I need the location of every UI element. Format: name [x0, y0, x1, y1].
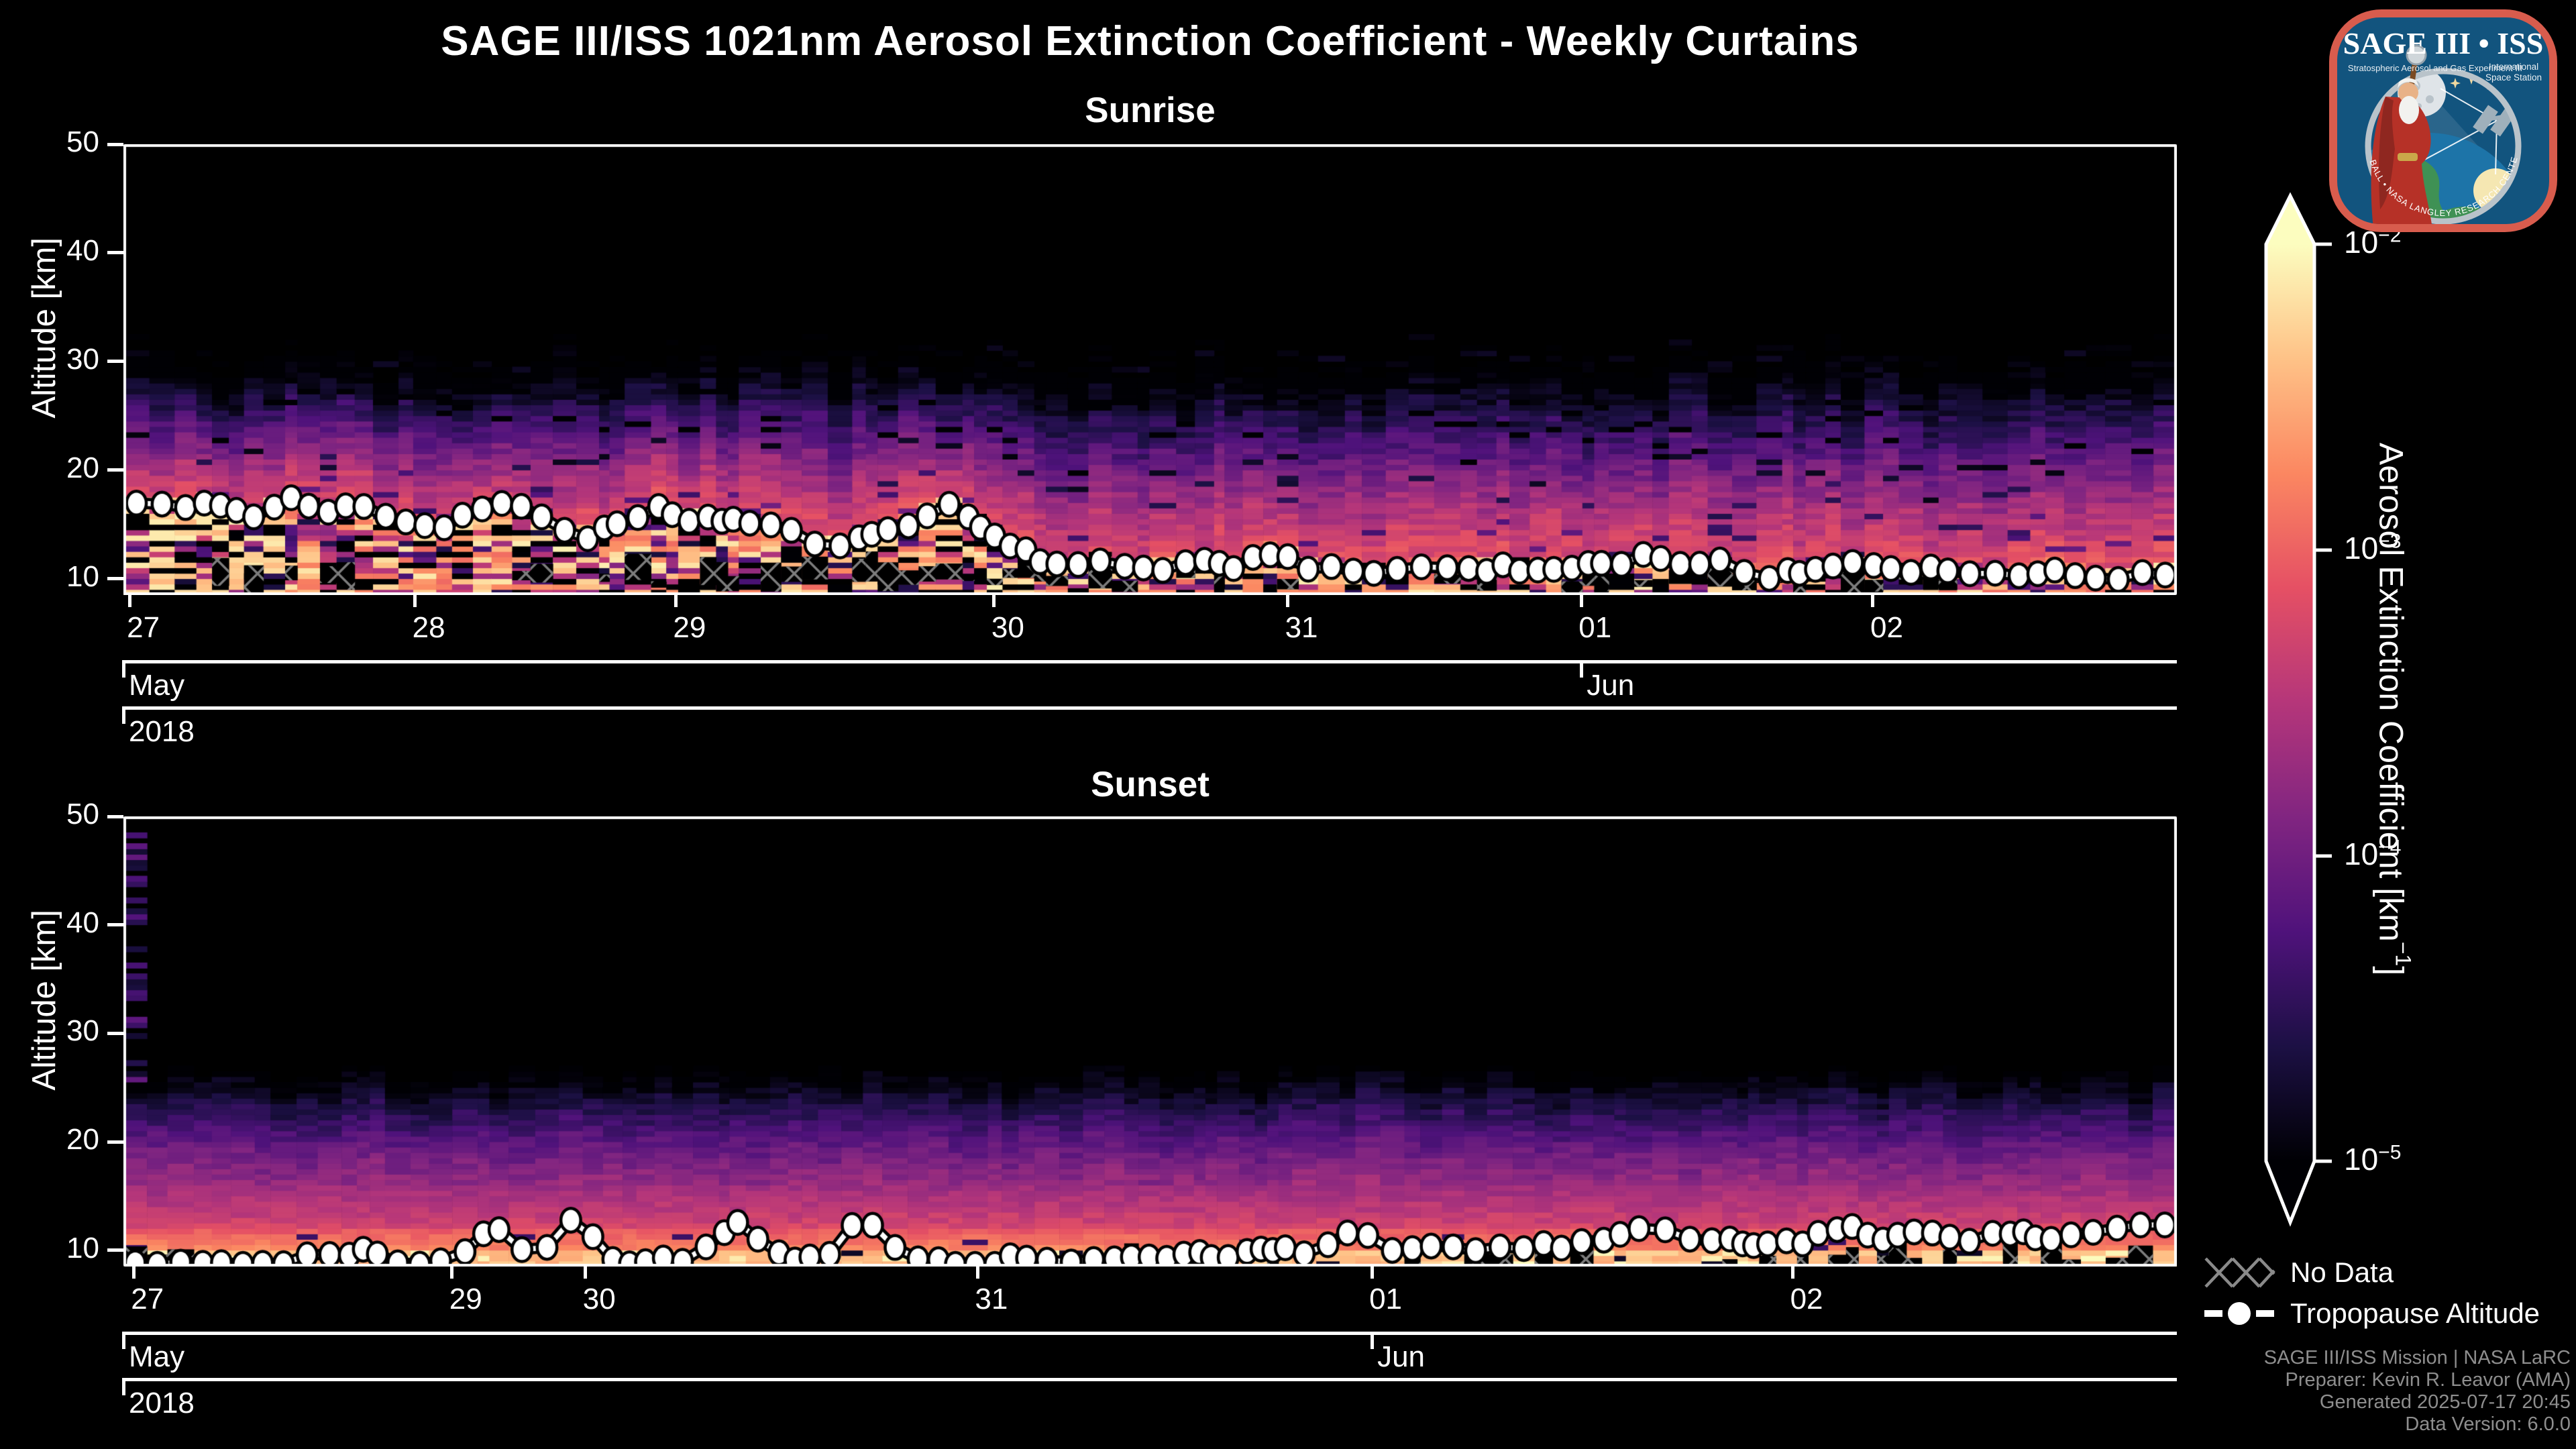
- y-tick-sunset-20: [107, 1140, 123, 1144]
- x-tick-sunset-02: [1791, 1267, 1795, 1279]
- colorbar-ticks: [2314, 242, 2332, 1163]
- y-tick-sunset-10: [107, 1248, 123, 1252]
- x-tick-sunrise-30: [992, 595, 996, 607]
- y-tick-label-sunrise-20: 20: [66, 451, 99, 484]
- panel-title-sunrise: Sunrise: [1085, 91, 1216, 130]
- x-tick-label-sunset-30: 30: [582, 1283, 616, 1316]
- logo-moon-crater-2: [2426, 95, 2434, 103]
- x-tick-sunrise-28: [413, 595, 417, 607]
- legend-tropopause-label: Tropopause Altitude: [2290, 1297, 2540, 1329]
- y-tick-label-sunset-40: 40: [66, 906, 99, 939]
- x-tick-label-sunrise-30: 30: [991, 611, 1024, 644]
- x-tick-label-sunrise-02: 02: [1870, 611, 1903, 644]
- colorbar-tick-1e-3: 10−3: [2344, 530, 2402, 566]
- y-tick-label-sunset-10: 10: [66, 1231, 99, 1265]
- colorbar-tick-1e-5: 10−5: [2344, 1141, 2402, 1177]
- x-tick-label-sunrise-27: 27: [127, 611, 160, 644]
- logo-title: SAGE III • ISS: [2343, 26, 2544, 60]
- month-axis-line-sunset: [123, 1332, 2177, 1335]
- credit-line-2: Preparer: Kevin R. Leavor (AMA): [2285, 1369, 2571, 1391]
- y-tick-label-sunset-30: 30: [66, 1014, 99, 1048]
- x-tick-sunset-27: [131, 1267, 136, 1279]
- x-tick-label-sunset-31: 31: [975, 1283, 1008, 1316]
- x-tick-sunset-01: [1370, 1267, 1374, 1279]
- x-tick-sunset-29: [450, 1267, 454, 1279]
- year-tick-sunrise-2018: [121, 706, 125, 724]
- credit-line-3: Generated 2025-07-17 20:45: [2319, 1391, 2571, 1413]
- month-axis-line-sunrise: [123, 660, 2177, 663]
- month-label-sunrise-May: May: [129, 669, 185, 702]
- y-tick-sunrise-10: [107, 577, 123, 581]
- y-tick-sunset-40: [107, 923, 123, 927]
- year-tick-sunset-2018: [121, 1378, 125, 1395]
- figure-title: SAGE III/ISS 1021nm Aerosol Extinction C…: [441, 18, 1860, 64]
- credit-line-1: SAGE III/ISS Mission | NASA LaRC: [2263, 1347, 2571, 1368]
- x-tick-sunset-30: [584, 1267, 588, 1279]
- y-tick-label-sunrise-10: 10: [66, 559, 99, 593]
- colorbar-axis-label: Aerosol Extinction Coefficient [km−1]: [2372, 442, 2416, 976]
- month-tick-sunrise-Jun: [1579, 660, 1583, 678]
- logo-subtitle-right-2: Space Station: [2485, 72, 2542, 83]
- logo-wizard: [2371, 44, 2432, 224]
- x-tick-label-sunset-01: 01: [1369, 1283, 1403, 1316]
- x-tick-sunrise-31: [1286, 595, 1290, 607]
- logo-ring: [2365, 68, 2522, 224]
- y-tick-label-sunset-50: 50: [66, 798, 99, 830]
- y-tick-sunrise-50: [107, 142, 123, 146]
- tropopause-marker-icon: [2204, 1302, 2274, 1325]
- no-data-hatch-icon: [2204, 1257, 2275, 1288]
- colorbar: [2264, 192, 2332, 1227]
- x-tick-label-sunset-02: 02: [1790, 1283, 1823, 1316]
- x-tick-sunrise-27: [127, 595, 131, 607]
- year-label-sunrise-2018: 2018: [129, 715, 195, 748]
- month-tick-sunrise-May: [121, 660, 125, 678]
- y-tick-sunset-30: [107, 1031, 123, 1035]
- month-label-sunset-Jun: Jun: [1377, 1340, 1426, 1373]
- x-tick-label-sunrise-01: 01: [1578, 611, 1612, 644]
- year-axis-line-sunset: [123, 1378, 2177, 1381]
- logo-subtitle-right-1: International: [2489, 62, 2538, 72]
- month-tick-sunset-Jun: [1370, 1332, 1374, 1349]
- y-tick-label-sunrise-30: 30: [66, 342, 99, 376]
- legend-no-data-label: No Data: [2290, 1256, 2394, 1288]
- y-tick-label-sunrise-50: 50: [66, 125, 99, 158]
- year-label-sunset-2018: 2018: [129, 1387, 195, 1419]
- credits-block: SAGE III/ISS Mission | NASA LaRC Prepare…: [2264, 1347, 2571, 1436]
- y-tick-sunset-50: [107, 814, 123, 818]
- x-tick-sunset-31: [975, 1267, 979, 1279]
- x-tick-label-sunset-29: 29: [449, 1283, 482, 1316]
- logo-star-2: [2450, 78, 2461, 89]
- x-tick-sunrise-29: [674, 595, 678, 607]
- y-tick-sunrise-30: [107, 360, 123, 364]
- y-tick-sunrise-20: [107, 468, 123, 472]
- x-tick-label-sunset-27: 27: [131, 1283, 164, 1316]
- credit-line-4: Data Version: 6.0.0: [2405, 1413, 2571, 1435]
- month-tick-sunset-May: [121, 1332, 125, 1349]
- x-tick-sunrise-01: [1579, 595, 1583, 607]
- month-label-sunrise-Jun: Jun: [1587, 669, 1635, 702]
- heatmap-canvas-sunrise: [123, 144, 2177, 595]
- y-tick-label-sunrise-40: 40: [66, 233, 99, 267]
- colorbar-gradient-arrow: [2264, 192, 2316, 1227]
- year-axis-line-sunrise: [123, 706, 2177, 710]
- sage-iii-iss-logo: SAGE III • ISS Stratospheric Aerosol and…: [2329, 9, 2557, 232]
- month-label-sunset-May: May: [129, 1340, 185, 1373]
- x-tick-label-sunrise-29: 29: [673, 611, 706, 644]
- colorbar-tick-1e-4: 10−4: [2344, 836, 2402, 871]
- x-tick-label-sunrise-28: 28: [412, 611, 445, 644]
- panel-title-sunset: Sunset: [1091, 765, 1210, 804]
- x-tick-sunrise-02: [1871, 595, 1875, 607]
- x-tick-label-sunrise-31: 31: [1285, 611, 1318, 644]
- heatmap-canvas-sunset: [123, 816, 2177, 1267]
- y-tick-label-sunset-20: 20: [66, 1123, 99, 1157]
- y-tick-sunrise-40: [107, 251, 123, 255]
- logo-subtitle-left: Stratospheric Aerosol and Gas Experiment…: [2348, 63, 2522, 73]
